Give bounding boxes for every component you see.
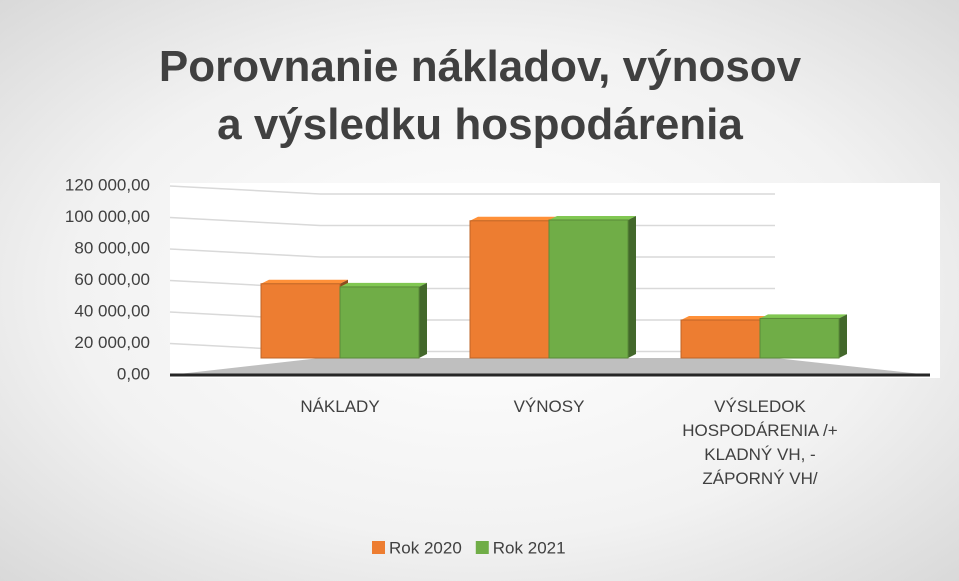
- y-tick-label: 120 000,00: [65, 175, 150, 194]
- bar-top: [549, 215, 636, 220]
- legend-label: Rok 2021: [493, 538, 566, 557]
- floor: [170, 358, 930, 375]
- bar-side: [628, 215, 636, 358]
- bar-top: [470, 216, 557, 221]
- bar: [469, 216, 557, 359]
- grid-line: [169, 185, 775, 195]
- y-tick-label: 60 000,00: [74, 270, 150, 289]
- bar-top: [340, 282, 427, 287]
- x-tick-label: NÁKLADY: [300, 397, 380, 416]
- bar-front: [469, 220, 550, 359]
- bar: [680, 316, 768, 359]
- bar-front: [680, 319, 761, 359]
- bar-top: [681, 316, 768, 320]
- y-tick-label: 40 000,00: [74, 301, 150, 320]
- bar: [759, 314, 847, 359]
- bar-top: [261, 279, 348, 284]
- x-tick-label: VÝSLEDOK HOSPODÁRENIA /+ KLADNÝ VH, - ZÁ…: [682, 397, 838, 488]
- bar-side: [839, 314, 847, 358]
- legend-label: Rok 2020: [389, 538, 462, 557]
- bar-front: [339, 286, 420, 359]
- y-tick-label: 0,00: [117, 364, 150, 383]
- legend-swatch: [475, 541, 489, 554]
- legend-swatch: [372, 541, 385, 554]
- x-tick-label: VÝNOSY: [513, 397, 585, 416]
- bar-front: [759, 317, 840, 359]
- bar-top: [760, 314, 847, 319]
- bar: [548, 215, 636, 359]
- y-tick-label: 20 000,00: [74, 333, 150, 352]
- y-tick-label: 100 000,00: [65, 207, 150, 226]
- bar: [339, 282, 427, 359]
- bar: [260, 279, 348, 359]
- bar-front: [260, 283, 341, 359]
- y-tick-label: 80 000,00: [74, 238, 150, 257]
- bar-front: [548, 219, 629, 359]
- bar-side: [419, 282, 427, 358]
- chart-title: Porovnanie nákladov, výnosov a výsledku …: [158, 42, 802, 149]
